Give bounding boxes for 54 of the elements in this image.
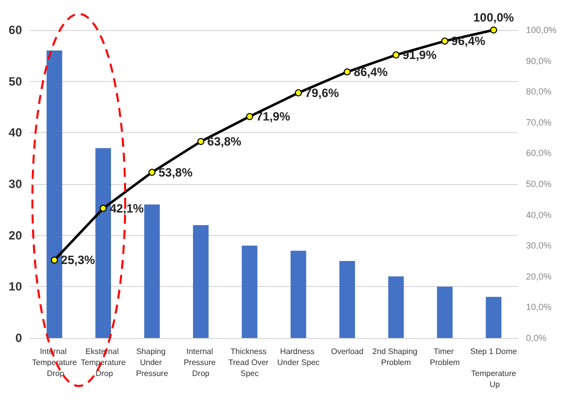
y-tick-label: 20 xyxy=(8,228,22,242)
point xyxy=(246,113,254,120)
point xyxy=(148,168,156,176)
x-tick-label: Overload xyxy=(330,347,364,356)
y-tick-label: 40 xyxy=(8,126,22,140)
data-label: 71,9% xyxy=(256,110,290,124)
point xyxy=(294,89,302,96)
bar xyxy=(242,246,258,338)
point xyxy=(344,68,351,76)
data-label: 100,0% xyxy=(473,10,514,24)
point xyxy=(197,138,204,145)
x-tick-label: 2nd Shaping Problem xyxy=(372,347,420,367)
data-label: 53,8% xyxy=(158,165,193,180)
point xyxy=(50,256,58,264)
point xyxy=(490,26,498,34)
bar xyxy=(95,148,112,338)
bar xyxy=(339,261,356,338)
y2-tick-label: 80,0% xyxy=(526,86,552,97)
y-tick-label: 50 xyxy=(8,74,22,88)
y2-tick-label: 20,0% xyxy=(526,271,552,282)
y2-tick-label: 70,0% xyxy=(526,117,552,128)
data-label: 96,4% xyxy=(451,34,486,48)
data-label: 86,4% xyxy=(354,64,388,79)
data-label: 79,6% xyxy=(304,86,340,100)
x-tick-label: Shaping Under Pressure xyxy=(136,347,169,378)
y-tick-label: 10 xyxy=(8,280,22,294)
x-tick-label: Hardness Under Spec xyxy=(277,347,320,367)
data-label: 91,9% xyxy=(402,48,437,62)
point xyxy=(441,38,448,45)
bar xyxy=(144,204,160,338)
point xyxy=(100,204,107,212)
y2-tick-label: 50,0% xyxy=(526,179,552,189)
bar xyxy=(290,250,306,338)
category-label: Step 1 Dome Temperature Up xyxy=(470,347,517,389)
y2-tick-label: 0,0% xyxy=(526,333,547,343)
bar xyxy=(388,276,404,338)
bar xyxy=(46,50,62,338)
x-tick-label: Thickness Tread Over Spec xyxy=(228,347,271,378)
y2-tick-label: 40,0% xyxy=(526,210,552,220)
x-tick-label: Timer Problem xyxy=(430,347,460,367)
y-tick-label: 30 xyxy=(8,177,22,191)
y2-tick-label: 100,0% xyxy=(526,25,557,35)
y2-tick-label: 30,0% xyxy=(526,240,552,251)
bar xyxy=(192,225,209,338)
bar xyxy=(436,286,453,338)
y2-tick-label: 10,0% xyxy=(526,302,552,312)
y-tick-label: 60 xyxy=(8,23,22,37)
y2-tick-label: 60,0% xyxy=(526,148,552,158)
y2-tick-label: 90,0% xyxy=(526,56,552,66)
x-tick-label: Internal Pressure Drop xyxy=(184,347,218,378)
y-tick-label: 0 xyxy=(15,331,22,345)
point xyxy=(392,51,400,58)
data-label: 63,8% xyxy=(207,134,242,148)
bar xyxy=(486,296,502,338)
